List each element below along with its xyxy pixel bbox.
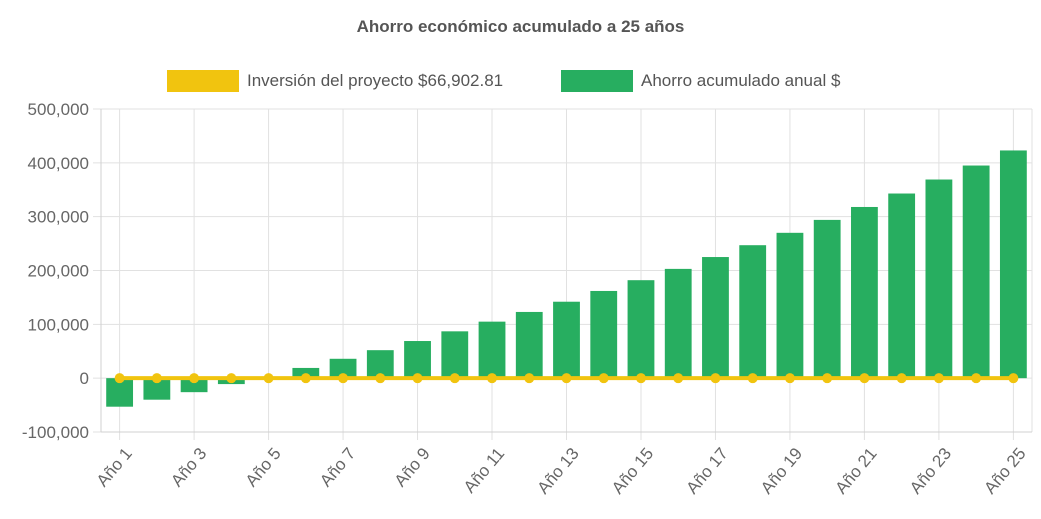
bar [813,219,841,379]
x-tick-label: Año 1 [93,444,136,490]
bar [851,206,878,379]
investment-point [971,373,982,384]
investment-point [896,373,907,384]
bar [999,150,1027,379]
x-tick-label: Año 5 [242,444,285,490]
investment-point [338,373,349,384]
investment-point [561,373,572,384]
legend-item-ahorro[interactable]: Ahorro acumulado anual $ [561,70,840,92]
x-tick-label: Año 23 [906,444,955,497]
investment-point [449,373,460,384]
y-tick-label: 0 [80,369,89,388]
investment-point [635,373,646,384]
chart-title: Ahorro económico acumulado a 25 años [356,17,685,36]
x-tick-label: Año 19 [757,444,806,497]
line-layer [114,373,1019,384]
y-tick-label: 500,000 [28,100,89,119]
bar [404,341,431,379]
bar [664,268,692,379]
investment-point [226,373,237,384]
x-tick-label: Año 17 [683,444,732,497]
investment-point [151,373,162,384]
y-tick-label: 400,000 [28,154,89,173]
bar [776,232,804,379]
investment-point [412,373,423,384]
bar [962,165,990,379]
legend-swatch-ahorro [561,70,633,92]
x-tick-label: Año 3 [167,444,210,490]
investment-point [859,373,870,384]
investment-point [784,373,795,384]
investment-point [822,373,833,384]
bar [515,311,543,379]
bar [590,290,618,379]
bar [627,280,655,379]
x-tick-label: Año 9 [391,444,434,490]
investment-point [263,373,274,384]
legend: Inversión del proyecto $66,902.81 Ahorro… [0,70,1041,96]
bar [888,193,916,379]
y-tick-label: -100,000 [22,423,89,442]
bar [143,378,171,400]
investment-point [673,373,684,384]
investment-point [487,373,498,384]
investment-point [1008,373,1019,384]
investment-point [524,373,535,384]
bar [553,301,580,379]
bar [702,257,729,379]
bar [478,321,506,379]
investment-point [114,373,125,384]
investment-point [375,373,386,384]
bar [441,331,469,379]
investment-point [933,373,944,384]
y-tick-label: 200,000 [28,262,89,281]
bar [925,179,953,379]
legend-item-inversion[interactable]: Inversión del proyecto $66,902.81 [167,70,503,92]
bar [739,245,767,379]
x-tick-label: Año 21 [831,444,880,497]
axis-layer: 500,000 400,000 300,000 200,000 100,000 0 -100… [22,100,1030,498]
legend-swatch-inversion [167,70,239,92]
investment-point [710,373,721,384]
y-tick-label: 100,000 [28,315,89,334]
investment-point [747,373,758,384]
legend-label-ahorro: Ahorro acumulado anual $ [641,71,841,90]
y-tick-label: 300,000 [28,208,89,227]
x-tick-label: Año 25 [980,444,1029,497]
investment-point [300,373,311,384]
bar [292,367,320,379]
investment-point [189,373,200,384]
investment-point [598,373,609,384]
x-tick-label: Año 15 [608,444,657,497]
bar [329,358,357,379]
legend-label-inversion: Inversión del proyecto $66,902.81 [247,71,504,90]
bar [180,378,208,393]
x-tick-label: Año 13 [534,444,583,497]
x-tick-label: Año 7 [316,444,359,490]
x-tick-label: Año 11 [460,444,508,497]
